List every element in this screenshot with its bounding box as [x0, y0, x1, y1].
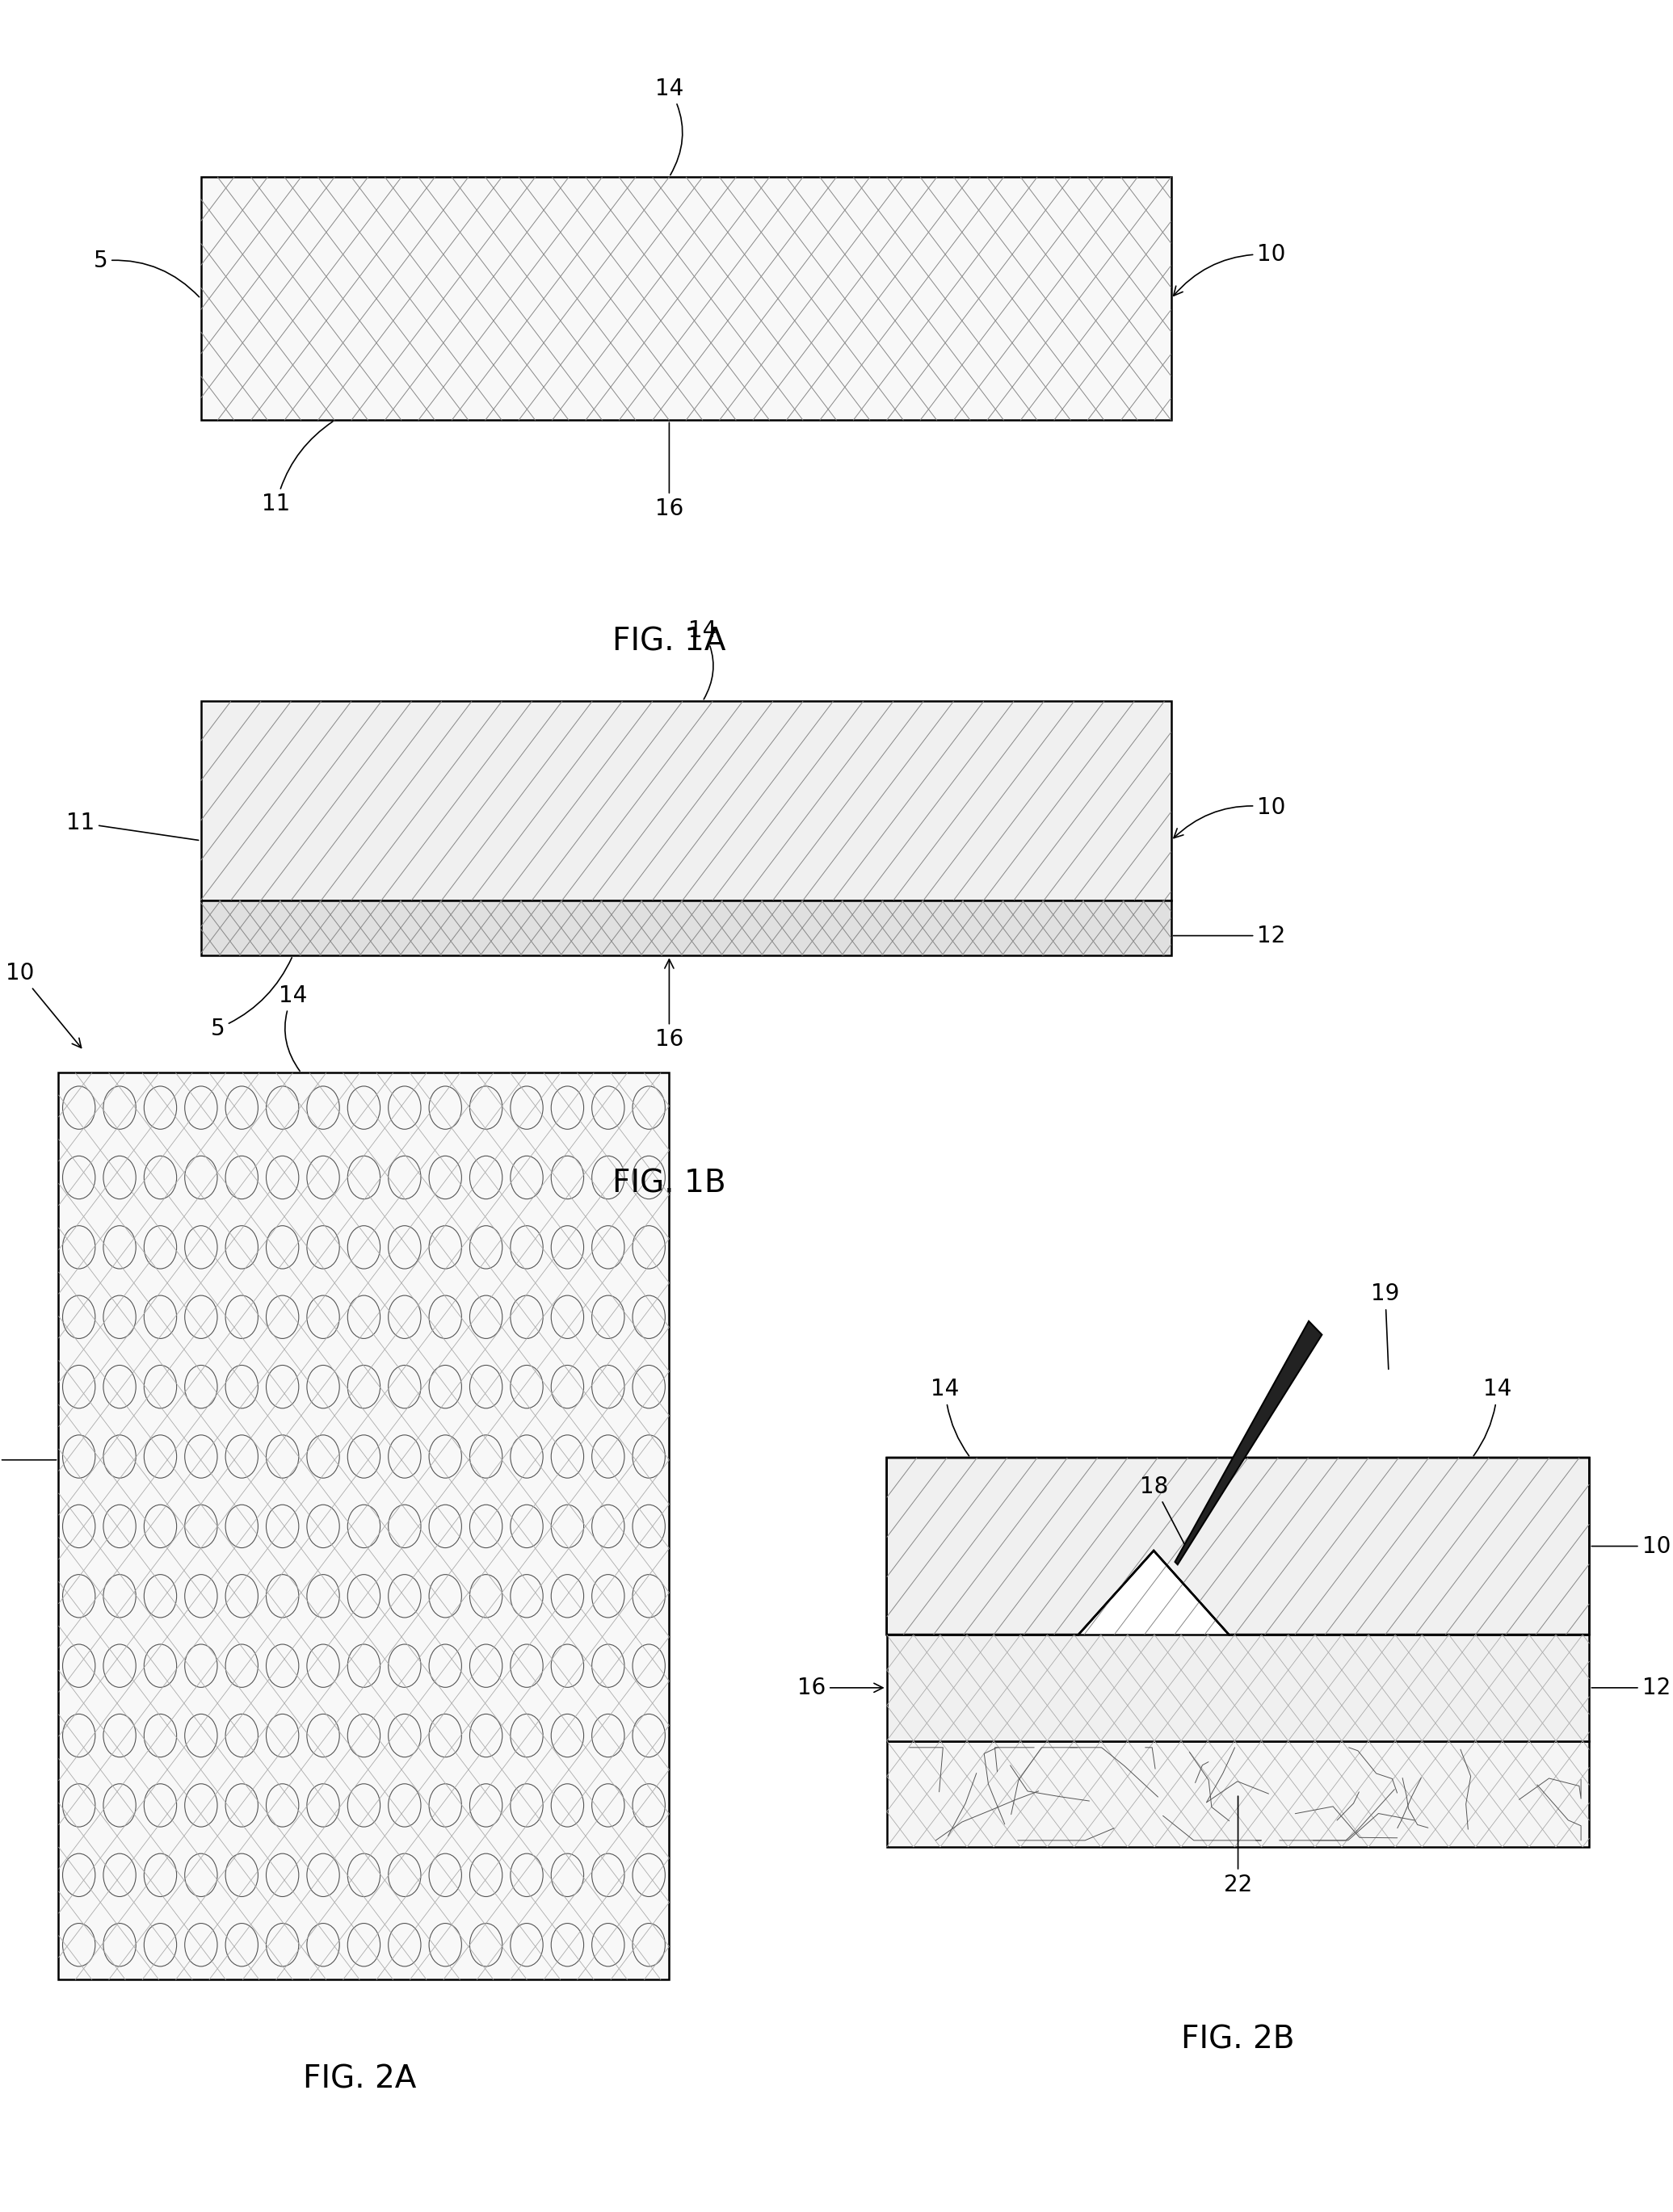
- Bar: [201, 701, 1171, 900]
- Text: 10: 10: [1174, 796, 1287, 838]
- Text: 12: 12: [1591, 1677, 1671, 1699]
- Bar: [59, 1073, 669, 1980]
- Text: 18: 18: [1139, 1475, 1186, 1548]
- Bar: [201, 900, 1171, 956]
- Text: FIG. 1B: FIG. 1B: [612, 1168, 726, 1199]
- Text: 5: 5: [94, 250, 199, 296]
- Text: 5: 5: [211, 958, 291, 1040]
- Polygon shape: [1174, 1321, 1322, 1564]
- Text: 10: 10: [1591, 1535, 1671, 1557]
- Bar: [887, 1635, 1589, 1741]
- Text: 16: 16: [654, 422, 684, 520]
- Text: 19: 19: [1370, 1283, 1400, 1369]
- Text: FIG. 1A: FIG. 1A: [612, 626, 726, 657]
- Text: 22: 22: [1223, 1796, 1253, 1896]
- Text: 14: 14: [930, 1378, 969, 1455]
- Polygon shape: [887, 1458, 1589, 1635]
- Text: 16: 16: [796, 1677, 883, 1699]
- Text: 18: 18: [0, 1449, 57, 1471]
- Text: 14: 14: [278, 984, 308, 1071]
- Text: 14: 14: [688, 619, 718, 699]
- Text: 14: 14: [654, 77, 684, 175]
- Text: FIG. 2B: FIG. 2B: [1181, 2024, 1295, 2055]
- Text: 16: 16: [654, 960, 684, 1051]
- Text: FIG. 2A: FIG. 2A: [303, 2064, 417, 2095]
- Bar: [887, 1741, 1589, 1847]
- Bar: [201, 177, 1171, 420]
- Text: 14: 14: [1474, 1378, 1512, 1455]
- Text: 10: 10: [1173, 243, 1287, 296]
- Text: 12: 12: [1173, 925, 1287, 947]
- Text: 11: 11: [261, 422, 333, 515]
- Text: 10: 10: [5, 962, 82, 1048]
- Text: 11: 11: [65, 812, 199, 841]
